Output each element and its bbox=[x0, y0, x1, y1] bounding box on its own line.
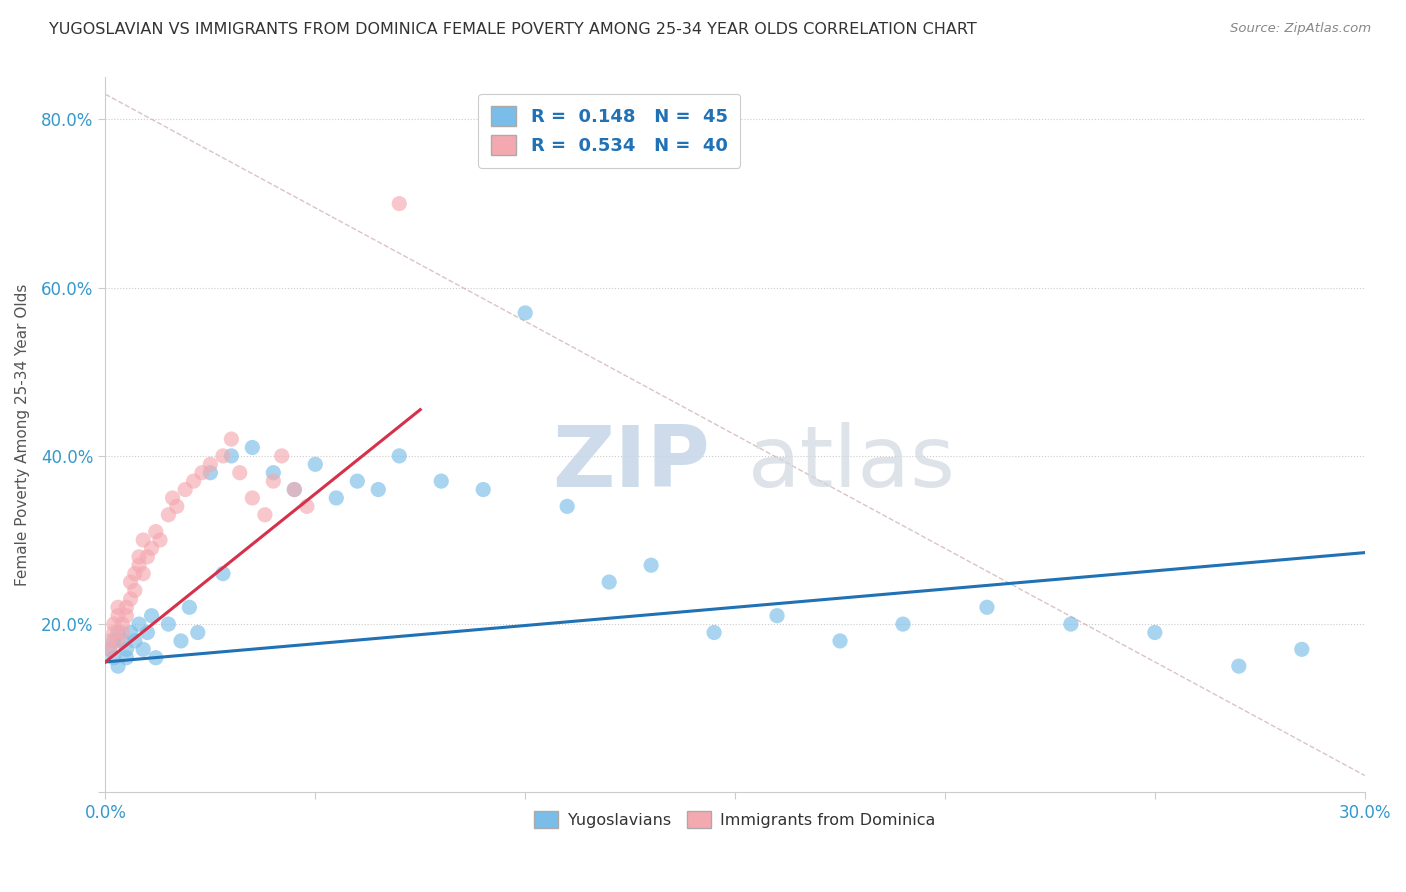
Point bbox=[430, 474, 453, 488]
Point bbox=[98, 642, 121, 657]
Text: ZIP: ZIP bbox=[553, 422, 710, 505]
Point bbox=[107, 625, 129, 640]
Point bbox=[472, 483, 495, 497]
Point bbox=[132, 533, 155, 547]
Point bbox=[145, 524, 167, 539]
Point bbox=[262, 466, 284, 480]
Point bbox=[262, 474, 284, 488]
Y-axis label: Female Poverty Among 25-34 Year Olds: Female Poverty Among 25-34 Year Olds bbox=[15, 284, 30, 586]
Point bbox=[229, 466, 252, 480]
Point bbox=[1291, 642, 1313, 657]
Point bbox=[103, 634, 125, 648]
Point bbox=[124, 566, 146, 581]
Point bbox=[174, 483, 197, 497]
Point bbox=[1143, 625, 1166, 640]
Point bbox=[111, 617, 134, 632]
Point bbox=[136, 625, 159, 640]
Point bbox=[240, 491, 263, 505]
Point bbox=[128, 617, 150, 632]
Point bbox=[640, 558, 662, 573]
Point bbox=[1060, 617, 1083, 632]
Point bbox=[157, 508, 180, 522]
Point bbox=[187, 625, 209, 640]
Point bbox=[183, 474, 205, 488]
Point bbox=[107, 634, 129, 648]
Text: atlas: atlas bbox=[748, 422, 956, 505]
Point bbox=[120, 575, 142, 590]
Point bbox=[107, 600, 129, 615]
Point bbox=[103, 625, 125, 640]
Text: Source: ZipAtlas.com: Source: ZipAtlas.com bbox=[1230, 22, 1371, 36]
Point bbox=[221, 449, 243, 463]
Point bbox=[212, 449, 235, 463]
Point bbox=[170, 634, 193, 648]
Point bbox=[766, 608, 789, 623]
Point bbox=[1227, 659, 1250, 673]
Point bbox=[128, 549, 150, 564]
Legend: Yugoslavians, Immigrants from Dominica: Yugoslavians, Immigrants from Dominica bbox=[527, 805, 942, 834]
Point bbox=[191, 466, 214, 480]
Point bbox=[515, 306, 537, 320]
Point bbox=[141, 541, 163, 556]
Point bbox=[107, 659, 129, 673]
Point bbox=[703, 625, 725, 640]
Text: YUGOSLAVIAN VS IMMIGRANTS FROM DOMINICA FEMALE POVERTY AMONG 25-34 YEAR OLDS COR: YUGOSLAVIAN VS IMMIGRANTS FROM DOMINICA … bbox=[49, 22, 977, 37]
Point bbox=[115, 600, 138, 615]
Point bbox=[98, 642, 121, 657]
Point bbox=[253, 508, 276, 522]
Point bbox=[200, 466, 222, 480]
Point bbox=[179, 600, 201, 615]
Point bbox=[283, 483, 305, 497]
Point bbox=[283, 483, 305, 497]
Point bbox=[346, 474, 368, 488]
Point bbox=[166, 500, 188, 514]
Point bbox=[107, 608, 129, 623]
Point bbox=[367, 483, 389, 497]
Point bbox=[149, 533, 172, 547]
Point bbox=[132, 566, 155, 581]
Point bbox=[304, 458, 326, 472]
Point bbox=[221, 432, 243, 446]
Point bbox=[325, 491, 347, 505]
Point bbox=[388, 449, 411, 463]
Point bbox=[136, 549, 159, 564]
Point bbox=[111, 625, 134, 640]
Point bbox=[270, 449, 292, 463]
Point bbox=[295, 500, 318, 514]
Point bbox=[115, 650, 138, 665]
Point bbox=[555, 500, 578, 514]
Point bbox=[120, 625, 142, 640]
Point bbox=[976, 600, 998, 615]
Point bbox=[828, 634, 851, 648]
Point bbox=[162, 491, 184, 505]
Point bbox=[124, 634, 146, 648]
Point bbox=[103, 650, 125, 665]
Point bbox=[103, 617, 125, 632]
Point bbox=[115, 642, 138, 657]
Point bbox=[141, 608, 163, 623]
Point bbox=[120, 591, 142, 606]
Point bbox=[157, 617, 180, 632]
Point bbox=[128, 558, 150, 573]
Point bbox=[115, 608, 138, 623]
Point bbox=[891, 617, 914, 632]
Point bbox=[124, 583, 146, 598]
Point bbox=[388, 196, 411, 211]
Point bbox=[132, 642, 155, 657]
Point bbox=[98, 634, 121, 648]
Point bbox=[200, 458, 222, 472]
Point bbox=[111, 634, 134, 648]
Point bbox=[145, 650, 167, 665]
Point bbox=[240, 441, 263, 455]
Point bbox=[212, 566, 235, 581]
Point bbox=[598, 575, 620, 590]
